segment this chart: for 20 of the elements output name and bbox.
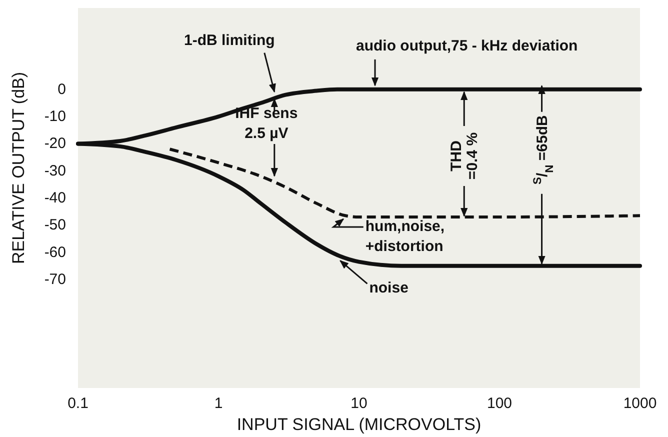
x-tick-label: 1000 xyxy=(623,395,657,412)
y-tick-label: -50 xyxy=(44,216,66,234)
y-tick-label: -30 xyxy=(44,162,66,180)
annotation: noise xyxy=(369,280,408,297)
x-tick-label: 1 xyxy=(214,395,223,412)
x-axis-title: INPUT SIGNAL (MICROVOLTS) xyxy=(236,415,482,434)
annotation: THD =0.4 % xyxy=(448,132,482,180)
annotation: 1-dB limiting xyxy=(184,32,275,49)
x-tick-label: 10 xyxy=(350,395,368,412)
annotation: hum,noise, +distortion xyxy=(365,218,445,255)
y-tick-label: -10 xyxy=(44,108,66,126)
annotation: audio output,75 - kHz deviation xyxy=(356,37,578,54)
y-axis-title: RELATIVE OUTPUT (dB) xyxy=(9,72,28,264)
y-tick-label: -40 xyxy=(44,190,66,206)
x-tick-label: 100 xyxy=(486,395,512,412)
y-tick-label: -70 xyxy=(44,270,66,288)
x-tick-label: 0.1 xyxy=(68,395,88,412)
y-tick-label: 0 xyxy=(58,80,66,98)
y-tick-label: -20 xyxy=(44,135,66,152)
y-tick-label: -60 xyxy=(44,244,66,261)
